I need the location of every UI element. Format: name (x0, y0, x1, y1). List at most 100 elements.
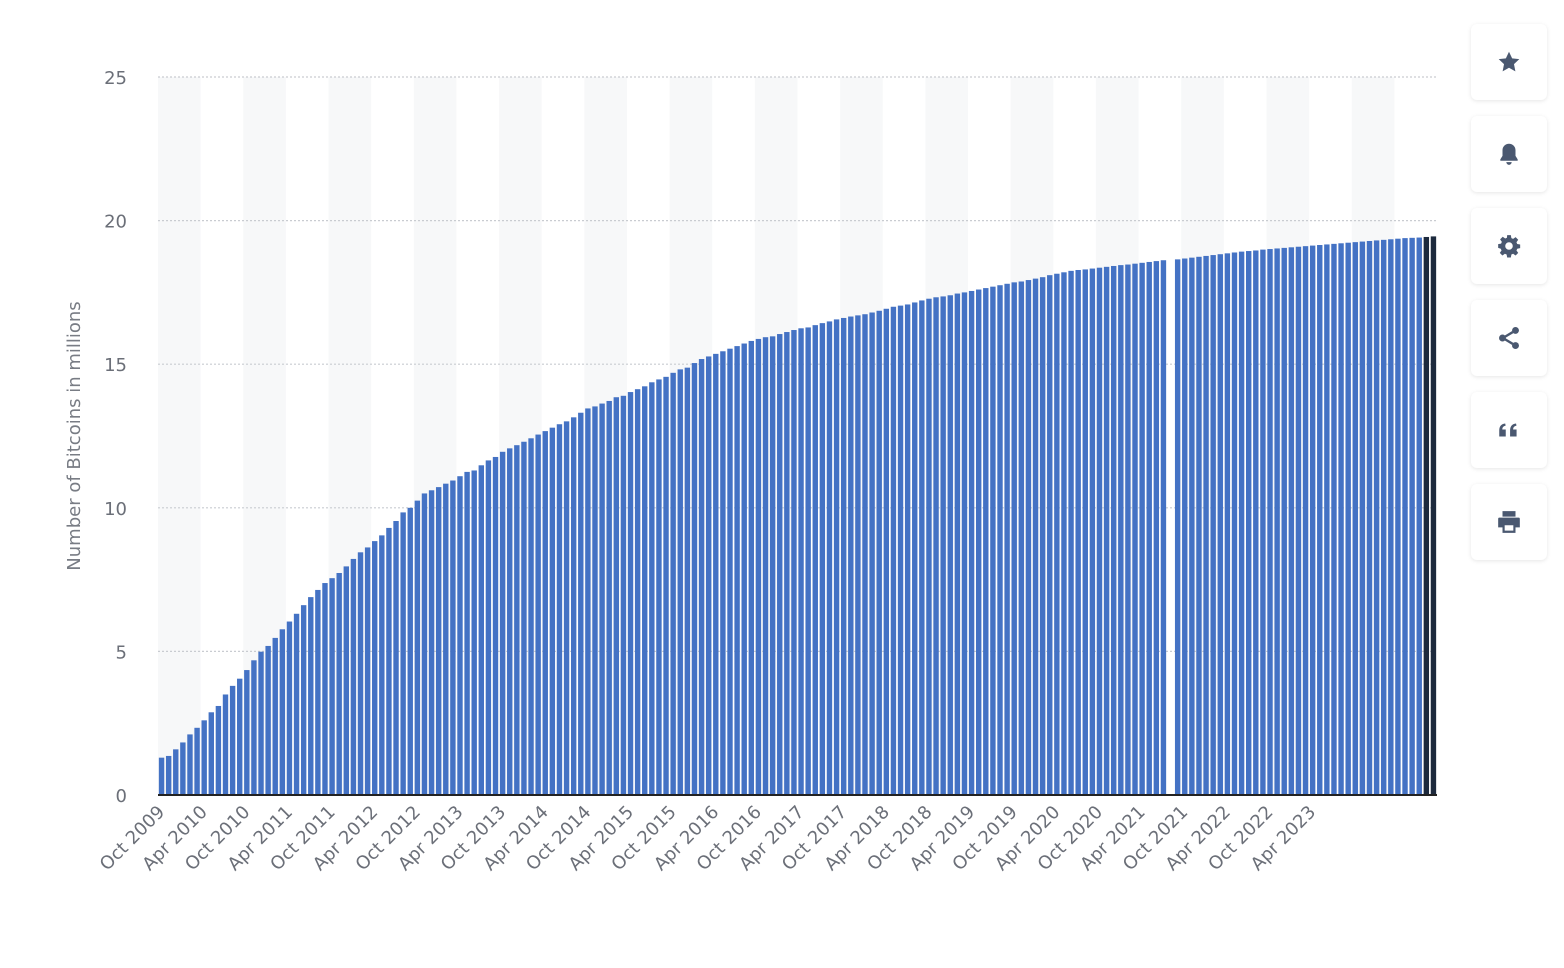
bar (855, 315, 861, 795)
bar (919, 300, 925, 795)
bar (485, 460, 492, 795)
bar (194, 727, 200, 795)
bar (904, 304, 911, 795)
bar (727, 348, 733, 795)
bar (1317, 245, 1323, 796)
bar (1075, 269, 1081, 795)
bar (471, 470, 477, 795)
bar (1047, 275, 1053, 796)
bar (1331, 243, 1337, 795)
bar (1189, 257, 1195, 795)
bar (251, 660, 257, 795)
star-icon (1498, 51, 1520, 72)
bar (1409, 237, 1415, 795)
share-icon (1499, 326, 1519, 350)
bar (897, 305, 904, 795)
bar (1196, 256, 1202, 795)
bar (1366, 240, 1373, 795)
bar (350, 558, 357, 795)
bar (1146, 261, 1152, 795)
gridlines (158, 76, 1437, 653)
background-band (1095, 77, 1139, 795)
bar (180, 742, 186, 795)
bar (613, 397, 620, 795)
cite-button[interactable] (1471, 392, 1547, 468)
bar (570, 417, 577, 795)
bar (777, 334, 783, 795)
bar (1224, 253, 1231, 795)
background-band (1181, 77, 1224, 795)
bar (890, 306, 897, 795)
gear-icon (1498, 235, 1521, 258)
bar (1373, 240, 1380, 795)
favorite-button[interactable] (1471, 24, 1547, 100)
bar (798, 328, 804, 795)
bar (308, 597, 314, 795)
y-tick-label: 25 (104, 68, 127, 89)
background-band (243, 77, 286, 795)
background-band (413, 77, 457, 795)
y-tick-label: 10 (104, 499, 127, 520)
bar (961, 292, 968, 795)
bar (549, 427, 556, 795)
notification-button[interactable] (1471, 116, 1547, 192)
background-band (925, 77, 969, 795)
bar (407, 507, 413, 795)
background-band (1010, 77, 1054, 795)
bar (769, 336, 776, 795)
bar (975, 289, 982, 795)
bar (229, 685, 236, 795)
bar (464, 471, 470, 795)
bar (535, 434, 541, 795)
bar (1395, 238, 1401, 795)
bar (720, 351, 726, 795)
bar (372, 541, 378, 795)
bar (1103, 266, 1110, 795)
bar (1260, 249, 1266, 796)
y-tick-label: 5 (116, 642, 127, 663)
bar (272, 637, 278, 795)
bar (1402, 238, 1408, 795)
bar (563, 421, 570, 795)
background-band (754, 77, 798, 795)
bar (237, 678, 243, 795)
bar (1004, 283, 1010, 795)
bars (158, 236, 1437, 796)
bar (1388, 239, 1394, 795)
bar (521, 441, 527, 795)
bar (1338, 243, 1344, 795)
settings-button[interactable] (1471, 208, 1547, 284)
bar (1246, 251, 1252, 795)
quote-icon (1499, 423, 1517, 437)
bar (1345, 242, 1351, 795)
bar (1423, 236, 1430, 795)
bar (1068, 270, 1074, 795)
bar (791, 330, 797, 795)
bar (805, 327, 811, 795)
y-axis-tick-labels: 0 5 10 15 20 25 (104, 68, 127, 807)
bar (208, 712, 214, 795)
bar (592, 406, 598, 795)
bar (826, 321, 833, 795)
bar (1210, 255, 1216, 796)
background-band (584, 77, 627, 795)
bar (286, 621, 293, 795)
bar (656, 379, 662, 795)
bar (1381, 239, 1387, 795)
bar (713, 353, 719, 795)
y-tick-label: 20 (104, 212, 127, 233)
bar (606, 400, 612, 795)
bar (784, 332, 790, 795)
bar (912, 302, 918, 795)
bar (1089, 268, 1096, 796)
background-band (669, 77, 713, 795)
y-tick-label: 0 (116, 786, 127, 807)
background-band (328, 77, 372, 795)
share-button[interactable] (1471, 300, 1547, 376)
print-button[interactable] (1471, 484, 1547, 560)
bar (265, 645, 271, 795)
bar (279, 629, 286, 795)
bell-icon (1500, 143, 1518, 165)
bar (528, 438, 534, 795)
